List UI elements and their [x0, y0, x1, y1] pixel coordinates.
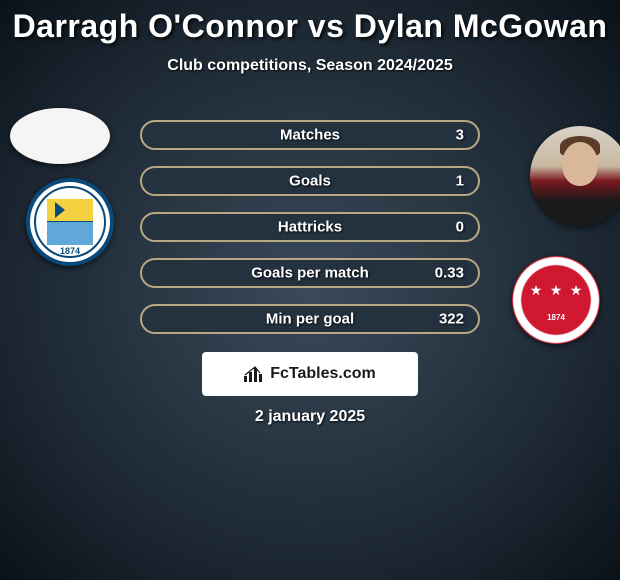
stat-row-goals-per-match: Goals per match 0.33 [140, 258, 480, 288]
brand-text: FcTables.com [270, 365, 376, 383]
page-title: Darragh O'Connor vs Dylan McGowan [0, 0, 620, 45]
stat-value-right: 322 [439, 311, 464, 328]
stat-label: Goals per match [251, 265, 369, 282]
stat-row-hattricks: Hattricks 0 [140, 212, 480, 242]
stat-row-goals: Goals 1 [140, 166, 480, 196]
stat-value-right: 0.33 [435, 265, 464, 282]
bar-chart-icon [244, 366, 264, 382]
stat-label: Goals [289, 173, 331, 190]
stat-value-right: 0 [456, 219, 464, 236]
stat-label: Matches [280, 127, 340, 144]
footer-date: 2 january 2025 [255, 408, 365, 426]
stat-value-right: 3 [456, 127, 464, 144]
stat-row-min-per-goal: Min per goal 322 [140, 304, 480, 334]
brand-box[interactable]: FcTables.com [202, 352, 418, 396]
page-subtitle: Club competitions, Season 2024/2025 [0, 57, 620, 75]
stats-container: Matches 3 Goals 1 Hattricks 0 Goals per … [0, 120, 620, 350]
stat-label: Hattricks [278, 219, 342, 236]
stat-row-matches: Matches 3 [140, 120, 480, 150]
stat-label: Min per goal [266, 311, 354, 328]
stat-value-right: 1 [456, 173, 464, 190]
